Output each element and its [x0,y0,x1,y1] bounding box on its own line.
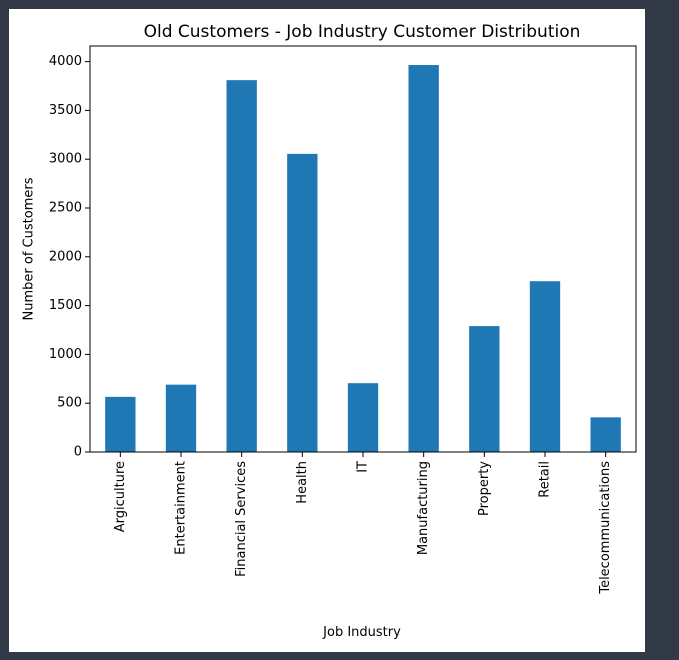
x-tick-label-manufacturing: Manufacturing [416,461,431,555]
bar-property [469,326,500,452]
bar-it [347,383,379,452]
y-tick-label: 1500 [49,298,82,313]
y-tick-label: 4000 [49,54,82,69]
x-tick-label-argiculture: Argiculture [113,461,128,532]
x-tick-label-telecommunications: Telecommunications [598,461,613,595]
bar-entertainment [165,384,197,452]
y-tick-label: 0 [74,445,82,460]
x-tick-label-financial-services: Financial Services [234,461,249,577]
bar-argiculture [105,396,136,452]
plot-frame [89,45,637,453]
bar-retail [529,281,561,452]
y-axis-label: Number of Customers [22,177,37,320]
y-tick-label: 3000 [49,152,82,167]
chart-panel: Old Customers - Job Industry Customer Di… [9,9,645,652]
x-tick-label-it: IT [356,461,371,473]
y-tick-label: 1000 [49,347,82,362]
x-tick-label-property: Property [477,461,492,516]
x-axis: Argiculture Entertainment Financial Servic… [113,452,613,595]
bar-health [287,153,318,452]
x-tick-label-entertainment: Entertainment [174,461,189,555]
y-tick-label: 2500 [49,201,82,216]
y-axis: 0 500 1000 1500 2000 2500 3000 3500 4000 [49,54,90,460]
bars-group [105,65,621,452]
bar-telecommunications [590,417,621,452]
bar-manufacturing [408,65,439,452]
x-tick-label-health: Health [295,461,310,504]
y-tick-label: 3500 [49,103,82,118]
y-tick-label: 2000 [49,249,82,264]
chart-title: Old Customers - Job Industry Customer Di… [144,22,581,42]
x-tick-label-retail: Retail [538,461,553,498]
y-tick-label: 500 [57,396,82,411]
x-axis-label: Job Industry [322,625,401,640]
bar-financial-services [226,80,257,452]
bar-chart: Old Customers - Job Industry Customer Di… [22,22,637,640]
